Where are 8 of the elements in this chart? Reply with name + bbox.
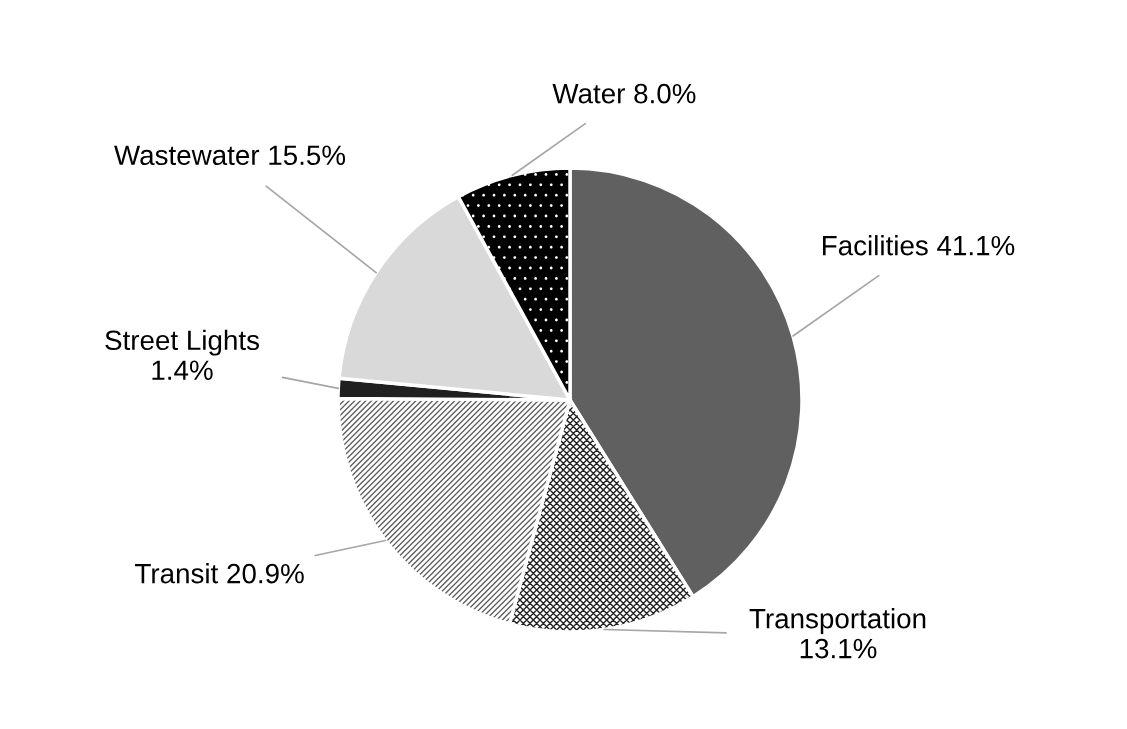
- data-label: 1.4%: [152, 360, 213, 380]
- slice-label: Transit 20.9%: [135, 563, 304, 584]
- slice-label: Facilities 41.1%: [823, 235, 1015, 256]
- slice-label: Water 8.0%: [552, 83, 696, 104]
- data-label: 13.1%: [800, 638, 877, 659]
- slice-label: Transportation: [749, 608, 926, 634]
- slice-label: Wastewater 15.5%: [114, 145, 346, 166]
- slice-label: Street Lights: [105, 329, 259, 356]
